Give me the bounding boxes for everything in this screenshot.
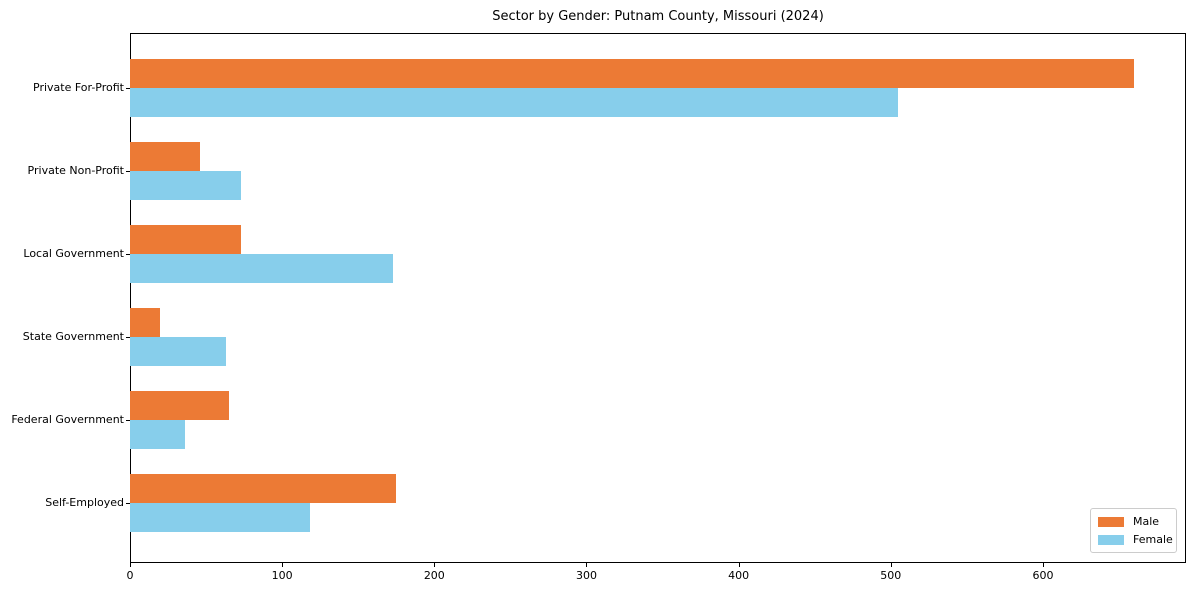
x-tick-label: 200 [423,569,445,582]
bar-female-4 [130,420,185,449]
bar-female-3 [130,337,226,366]
x-tick-label: 500 [880,569,902,582]
bar-female-2 [130,254,393,283]
y-tick-label: State Government [22,330,124,343]
y-tick-label: Self-Employed [45,496,124,509]
y-tick-mark [126,254,130,255]
bar-female-5 [130,503,310,532]
legend-swatch-male [1098,516,1124,527]
y-tick-mark [126,171,130,172]
chart-title: Sector by Gender: Putnam County, Missour… [492,9,824,24]
x-tick-label: 100 [271,569,293,582]
x-tick-mark [586,563,588,567]
legend: Male Female [1090,508,1177,553]
y-tick-label: Local Government [23,247,124,260]
legend-label-female: Female [1133,533,1173,546]
y-tick-label: Private Non-Profit [27,164,124,177]
x-tick-label: 300 [575,569,597,582]
bar-male-4 [130,391,229,420]
x-tick-mark [434,563,436,567]
bar-male-1 [130,142,200,171]
legend-swatch-female [1098,534,1124,545]
y-tick-mark [126,337,130,338]
y-tick-mark [126,420,130,421]
bar-female-0 [130,88,898,117]
y-tick-mark [126,88,130,89]
bar-male-2 [130,225,241,254]
y-tick-mark [126,503,130,504]
legend-row-female: Female [1098,533,1173,546]
bar-male-5 [130,474,396,503]
legend-label-male: Male [1133,515,1160,528]
x-tick-mark [738,563,740,567]
x-tick-mark [1042,563,1044,567]
legend-row-male: Male [1098,515,1168,528]
x-tick-mark [282,563,284,567]
bar-male-3 [130,308,160,337]
x-tick-mark [890,563,892,567]
x-tick-label: 0 [126,569,134,582]
y-tick-label: Private For-Profit [33,81,124,94]
bar-female-1 [130,171,241,200]
bar-male-0 [130,59,1134,88]
x-tick-label: 600 [1032,569,1054,582]
x-tick-label: 400 [728,569,750,582]
x-tick-mark [130,563,131,567]
y-tick-label: Federal Government [11,413,124,426]
